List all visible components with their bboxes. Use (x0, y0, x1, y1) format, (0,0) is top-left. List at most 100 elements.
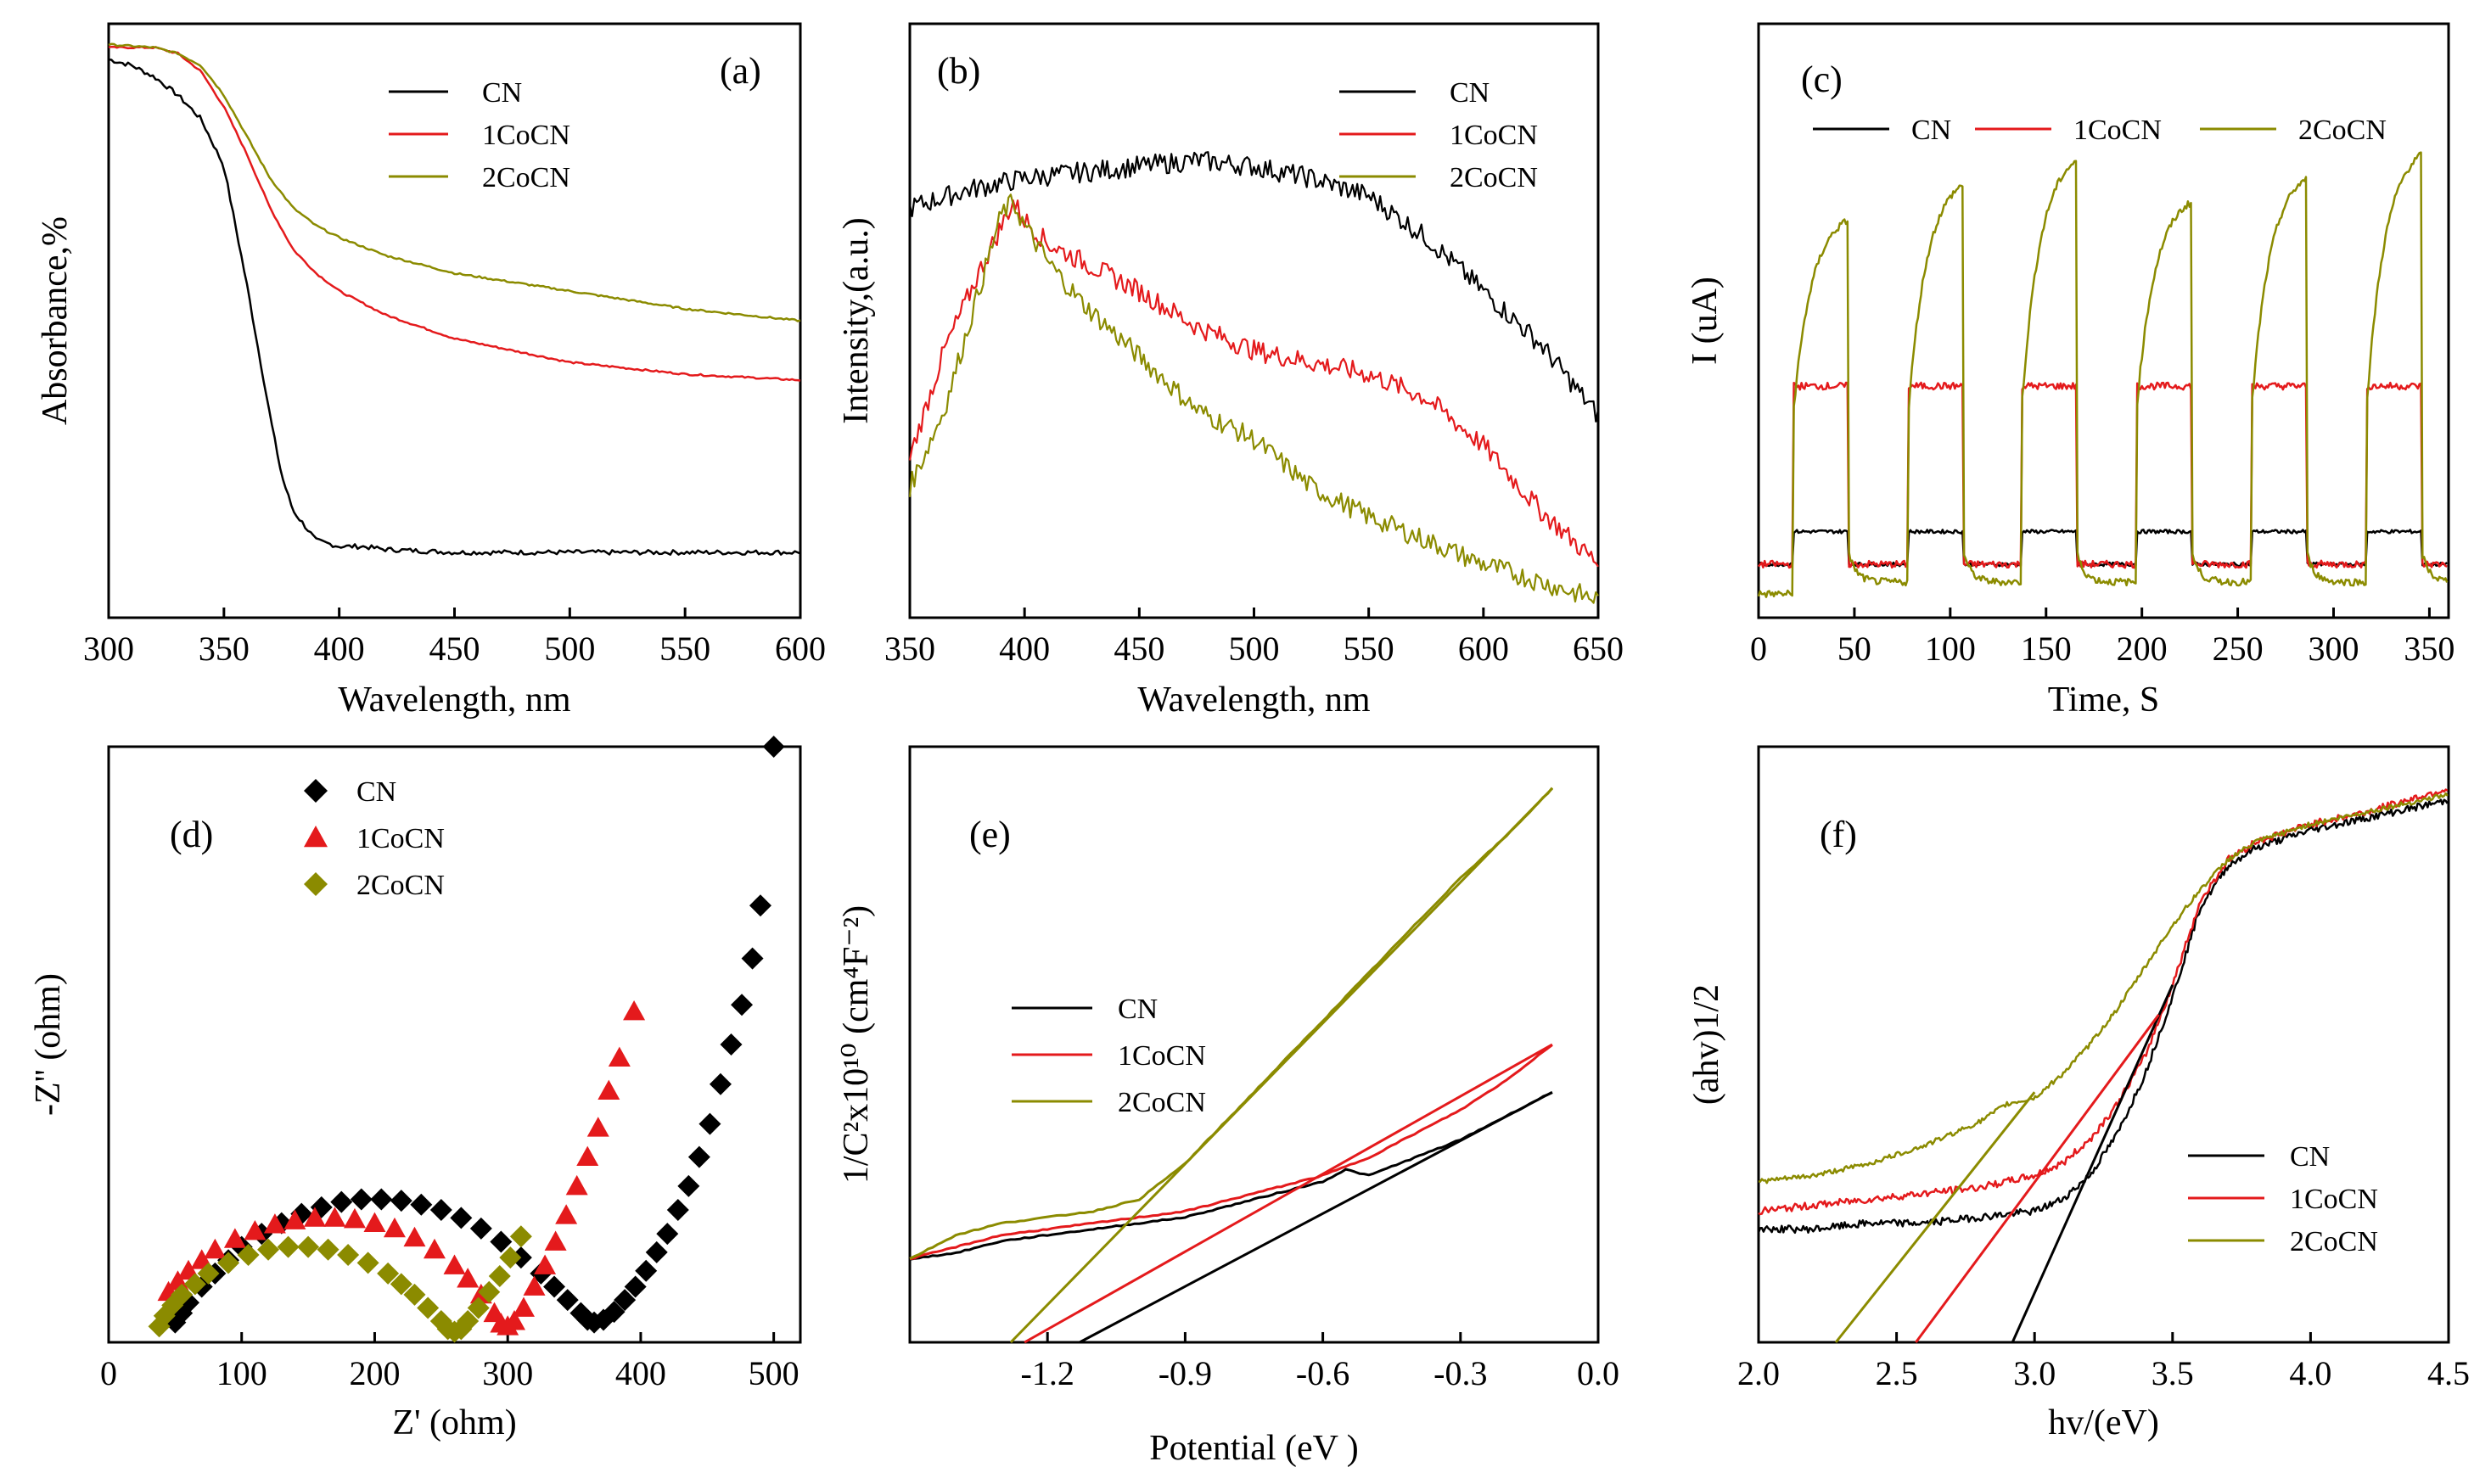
x-tick-label: 550 (659, 630, 710, 668)
x-tick-label: 400 (615, 1354, 666, 1392)
series-line-CN (108, 58, 801, 557)
legend-label-2CoCN: 2CoCN (356, 870, 445, 901)
legend-label-2CoCN: 2CoCN (1118, 1087, 1206, 1118)
data-point-CN (687, 1145, 710, 1168)
tangent-line-2CoCN (1834, 1091, 2036, 1343)
series-line-1CoCN (908, 199, 1599, 568)
data-point-2CoCN (337, 1244, 360, 1267)
data-point-2CoCN (237, 1244, 260, 1267)
tangent-line-CN (1079, 1090, 1553, 1344)
x-tick-label: 200 (2117, 630, 2168, 668)
data-point-CN (645, 1240, 668, 1263)
panel-4: -1.2 -0.9 -0.6 -0.3 0.0 Potential (eV ) 1/C²x1… (837, 745, 1619, 1468)
plot-frame (1757, 22, 2450, 619)
series-line-2CoCN (1758, 792, 2449, 1184)
data-point-1CoCN (263, 1213, 286, 1234)
legend-label-1CoCN: 1CoCN (1450, 120, 1538, 151)
data-point-CN (656, 1223, 679, 1246)
data-point-CN (749, 894, 771, 917)
x-tick-label: 300 (482, 1354, 533, 1392)
data-point-CN (635, 1259, 658, 1282)
x-axis-label: Wavelength, nm (1137, 680, 1371, 720)
data-point-1CoCN (503, 1310, 526, 1330)
data-point-2CoCN (499, 1246, 522, 1269)
data-point-CN (614, 1289, 637, 1312)
data-point-1CoCN (223, 1228, 246, 1248)
data-point-2CoCN (488, 1265, 511, 1287)
data-point-CN (490, 1230, 513, 1253)
x-tick-label: 0 (1750, 630, 1767, 668)
data-point-CN (709, 1072, 732, 1095)
series-line-CN (1757, 529, 2449, 568)
x-axis-label: Potential (eV ) (1149, 1429, 1359, 1468)
y-axis-label: -Z'' (ohm) (29, 973, 68, 1116)
x-tick-label: 500 (749, 1354, 799, 1392)
data-point-1CoCN (523, 1275, 546, 1296)
panel-tag: (f) (1820, 814, 1857, 855)
legend-label-1CoCN: 1CoCN (1118, 1040, 1206, 1072)
y-axis-label: 1/C²x10¹⁰ (cm⁴F⁻²) (837, 905, 876, 1184)
data-point-CN (762, 736, 785, 758)
x-tick-label: 400 (999, 630, 1050, 668)
data-point-2CoCN (356, 1252, 379, 1274)
panel-2: 0 50 100 150 200 250 300 350 Time, S I (uA) (c) CN 1… (1686, 22, 2455, 720)
legend-label-CN: CN (356, 776, 396, 808)
data-point-1CoCN (283, 1209, 306, 1229)
x-tick-label: 3.5 (2152, 1354, 2194, 1392)
data-point-2CoCN (509, 1225, 532, 1248)
data-point-1CoCN (443, 1254, 466, 1274)
x-tick-label: -0.3 (1433, 1354, 1487, 1392)
x-axis-label: Z' (ohm) (392, 1403, 516, 1442)
x-tick-label: 150 (2021, 630, 2072, 668)
data-point-CN (624, 1275, 647, 1298)
panel-tag: (e) (969, 814, 1011, 855)
data-point-1CoCN (586, 1117, 609, 1137)
x-axis-label: Wavelength, nm (338, 680, 571, 720)
data-point-CN (720, 1033, 743, 1056)
data-point-CN (603, 1301, 626, 1324)
data-point-2CoCN (403, 1283, 426, 1306)
data-point-1CoCN (204, 1238, 227, 1259)
data-point-1CoCN (534, 1254, 557, 1274)
data-point-1CoCN (457, 1268, 480, 1288)
legend-label-CN: CN (482, 77, 522, 109)
x-tick-label: 50 (1837, 630, 1871, 668)
series-line-CN (908, 151, 1600, 423)
x-tick-label: 350 (199, 630, 250, 668)
data-point-1CoCN (608, 1046, 631, 1067)
data-point-CN (741, 947, 764, 970)
data-point-2CoCN (467, 1296, 490, 1319)
x-tick-label: 450 (1114, 630, 1164, 668)
data-point-1CoCN (598, 1079, 620, 1100)
panel-0: 300 350 400 450 500 550 600 Wavelength, nm Absor… (36, 22, 826, 720)
x-axis-label: hv/(eV) (2048, 1403, 2159, 1442)
series-line-2CoCN (908, 193, 1599, 604)
x-tick-label: 4.5 (2427, 1354, 2470, 1392)
x-tick-label: 250 (2213, 630, 2264, 668)
legend-label-2CoCN: 2CoCN (2298, 115, 2387, 146)
data-point-CN (429, 1199, 452, 1221)
data-point-CN (469, 1217, 492, 1240)
x-tick-label: 300 (2309, 630, 2359, 668)
data-point-CN (698, 1112, 721, 1135)
panel-tag: (a) (720, 50, 761, 92)
data-point-CN (450, 1207, 473, 1229)
x-tick-label: 350 (2404, 630, 2455, 668)
plot-frame (1757, 745, 2450, 1344)
data-point-CN (677, 1174, 700, 1197)
x-tick-label: 100 (216, 1354, 267, 1392)
plot-frame (908, 745, 1600, 1344)
y-axis-label: Absorbance,% (36, 216, 75, 425)
data-point-1CoCN (343, 1207, 366, 1229)
data-point-1CoCN (576, 1145, 599, 1166)
x-tick-label: 450 (429, 630, 480, 668)
data-point-2CoCN (417, 1296, 440, 1319)
data-point-1CoCN (403, 1226, 426, 1247)
panel-tag: (d) (170, 814, 213, 855)
series-line-2CoCN (108, 42, 801, 322)
data-point-1CoCN (565, 1174, 588, 1196)
data-point-1CoCN (555, 1204, 578, 1224)
x-tick-label: 500 (1229, 630, 1280, 668)
data-point-1CoCN (323, 1207, 346, 1227)
